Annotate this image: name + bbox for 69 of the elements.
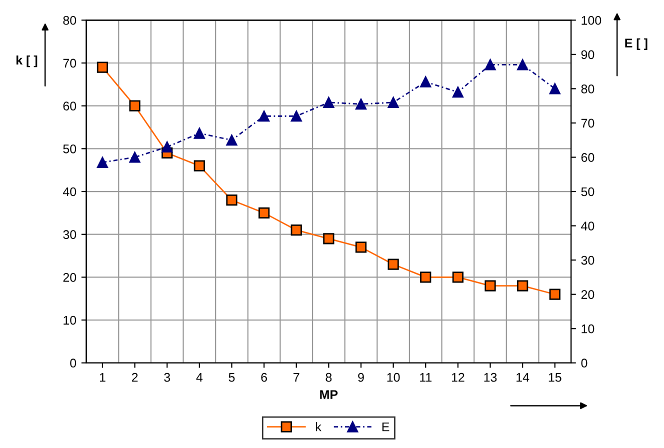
x-tick-label: 15 [548,373,562,382]
point [420,76,432,88]
legend-label: E [382,422,390,432]
point [388,258,399,270]
x-tick-label: 12 [452,372,464,382]
y2-tick-label: 70 [581,118,594,128]
point [549,288,560,300]
y2-tick-label: 80 [581,84,594,94]
point [96,62,108,73]
point [129,100,140,112]
y-tick-label: 60 [63,102,76,110]
y2-tick-label: 0 [581,358,588,368]
point [323,233,334,244]
y2-tick-label: 20 [581,290,594,299]
y2-tick-label: 40 [581,222,594,230]
x-axis-title: MP [320,390,338,399]
y-tick-label: 0 [70,358,76,368]
y-tick-label: 70 [63,58,76,68]
x-tick-label: 10 [387,372,400,382]
x-tick-label: 9 [358,372,364,382]
point [290,224,302,236]
y2-tick-label: 90 [581,50,594,60]
point [484,59,496,70]
x-tick-label: 2 [132,372,138,382]
y-tick-label: 50 [63,144,76,154]
x-tick-label: 14 [516,373,530,382]
point [484,280,496,292]
legend-label: k [316,422,322,432]
y-tick-label: 80 [63,16,76,25]
y2-tick-label: 60 [581,153,594,162]
y2-tick-label: 30 [581,256,594,265]
point [96,156,108,168]
point [194,128,205,139]
point [226,134,238,146]
y-tick-label: 10 [64,316,76,325]
y2-axis-title: E [ ] [625,38,648,50]
point [549,83,560,94]
x-tick-label: 13 [484,372,497,382]
point [258,110,270,122]
y-tick-label: 40 [62,187,76,196]
point [355,242,367,253]
y2-tick-label: 10 [582,324,594,334]
point [420,272,432,283]
x-tick-label: 6 [261,372,267,382]
point [452,86,464,98]
y-axis-title: k [ ] [16,55,38,68]
point [129,152,140,163]
point [517,280,528,292]
point [162,141,173,153]
x-tick-label: 1 [100,373,106,382]
point [290,110,302,122]
point [388,96,399,108]
y2-tick-label: 100 [582,16,602,25]
y-tick-label: 30 [63,230,76,240]
point [452,272,464,283]
y2-tick-label: 50 [581,187,594,196]
point [517,59,528,70]
point [226,194,238,206]
point [194,160,205,172]
x-tick-label: 5 [228,373,235,382]
x-tick-label: 7 [294,373,300,382]
point [355,98,367,110]
x-tick-label: 8 [326,372,332,382]
point [258,207,270,218]
x-tick-label: 3 [164,372,170,382]
point [323,96,334,108]
x-tick-label: 11 [420,373,432,382]
x-tick-label: 4 [196,373,203,382]
y-tick-label: 20 [63,273,76,282]
